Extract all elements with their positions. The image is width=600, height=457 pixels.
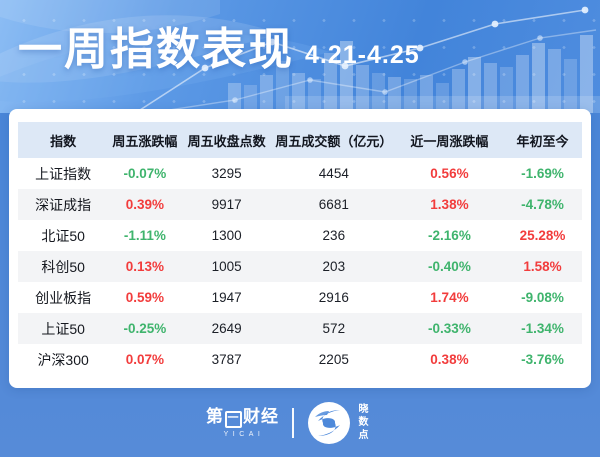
banner-decoration-chart [0, 0, 600, 113]
cell-friday-turnover: 2916 [318, 290, 349, 305]
cell-week-change: -0.33% [428, 321, 471, 336]
table-header-row: 指数 周五涨跌幅 周五收盘点数 周五成交额（亿元） 近一周涨跌幅 年初至今 [18, 122, 582, 158]
table-row: 上证指数 -0.07% 3295 4454 0.56% -1.69% [18, 158, 582, 189]
cell-ytd-change: 25.28% [519, 228, 566, 243]
cell-ytd-change: -1.69% [521, 166, 564, 181]
cell-week-change: -2.16% [428, 228, 471, 243]
publisher-name: 第一财经 [206, 406, 279, 428]
index-table: 指数 周五涨跌幅 周五收盘点数 周五成交额（亿元） 近一周涨跌幅 年初至今 上证指数 -0.… [18, 122, 582, 375]
brand-name: 晓数点 [356, 403, 367, 442]
cell-name: 沪深300 [37, 351, 89, 368]
cell-week-change: 0.38% [430, 352, 469, 367]
cell-friday-change: 0.59% [125, 290, 165, 305]
brand-circle-icon [308, 401, 350, 444]
column-header: 指数 [18, 122, 109, 158]
cell-week-change: 1.74% [430, 290, 469, 305]
cell-name: 北证50 [41, 227, 85, 244]
cell-friday-change: -1.11% [123, 228, 166, 243]
cell-name: 上证50 [41, 320, 85, 337]
cell-friday-turnover: 2205 [318, 352, 349, 367]
column-header: 周五成交额（亿元） [271, 122, 396, 158]
banner-title-group: 一周指数表现 4.21-4.25 [18, 28, 420, 72]
table-row: 科创50 0.13% 1005 203 -0.40% 1.58% [18, 251, 582, 282]
cell-friday-change: -0.25% [123, 321, 167, 336]
cell-friday-turnover: 4454 [318, 166, 349, 181]
column-header: 周五涨跌幅 [108, 122, 182, 158]
cell-ytd-change: -3.76% [521, 352, 564, 367]
cell-friday-close: 2649 [211, 321, 242, 336]
cell-friday-close: 3295 [211, 166, 242, 181]
banner: 一周指数表现 4.21-4.25 [0, 0, 600, 113]
cell-name: 科创50 [41, 258, 85, 275]
banner-line-chart [139, 6, 597, 113]
cell-name: 深证成指 [35, 196, 92, 213]
publisher-subtitle: YICAI [223, 430, 265, 438]
brand-logo: 晓数点 [307, 401, 367, 445]
cell-friday-close: 1947 [211, 290, 242, 305]
table-row: 沪深300 0.07% 3787 2205 0.38% -3.76% [18, 344, 582, 375]
cell-ytd-change: -1.34% [521, 321, 564, 336]
table-row: 深证成指 0.39% 9917 6681 1.38% -4.78% [18, 189, 582, 220]
column-header: 年初至今 [503, 122, 582, 158]
cell-week-change: 0.56% [430, 166, 469, 181]
cell-friday-turnover: 236 [322, 228, 346, 243]
cell-friday-close: 1300 [211, 228, 242, 243]
yicai-one-box-icon: 一 [225, 410, 242, 428]
cell-friday-change: 0.13% [125, 259, 165, 274]
date-range: 4.21-4.25 [305, 41, 420, 69]
table-row: 创业板指 0.59% 1947 2916 1.74% -9.08% [18, 282, 582, 313]
cell-friday-turnover: 6681 [318, 197, 349, 212]
cell-friday-close: 9917 [211, 197, 242, 212]
column-header: 近一周涨跌幅 [395, 122, 504, 158]
page-title: 一周指数表现 [18, 25, 294, 74]
table-row: 北证50 -1.11% 1300 236 -2.16% 25.28% [18, 220, 582, 251]
cell-ytd-change: -9.08% [521, 290, 564, 305]
cell-friday-change: 0.07% [125, 352, 165, 367]
cell-ytd-change: -4.78% [521, 197, 564, 212]
logo-divider [292, 407, 294, 438]
cell-friday-turnover: 572 [322, 321, 346, 336]
index-table-card: 指数 周五涨跌幅 周五收盘点数 周五成交额（亿元） 近一周涨跌幅 年初至今 上证指数 -0.… [9, 109, 591, 388]
cell-friday-change: 0.39% [125, 197, 165, 212]
footer: 第一财经 YICAI 晓数点 [0, 388, 586, 457]
cell-friday-change: -0.07% [123, 166, 167, 181]
cell-ytd-change: 1.58% [523, 259, 562, 274]
publisher-logo: 第一财经 YICAI [206, 408, 279, 438]
cell-name: 上证指数 [35, 165, 92, 182]
table-row: 上证50 -0.25% 2649 572 -0.33% -1.34% [18, 313, 582, 344]
cell-friday-close: 1005 [211, 259, 242, 274]
cell-friday-turnover: 203 [322, 259, 346, 274]
cell-week-change: -0.40% [428, 259, 471, 274]
cell-friday-close: 3787 [211, 352, 242, 367]
cell-week-change: 1.38% [430, 197, 469, 212]
column-header: 周五收盘点数 [181, 122, 272, 158]
table-body: 上证指数 -0.07% 3295 4454 0.56% -1.69% 深证成指 0.39% 99… [18, 158, 582, 375]
cell-name: 创业板指 [35, 289, 92, 306]
